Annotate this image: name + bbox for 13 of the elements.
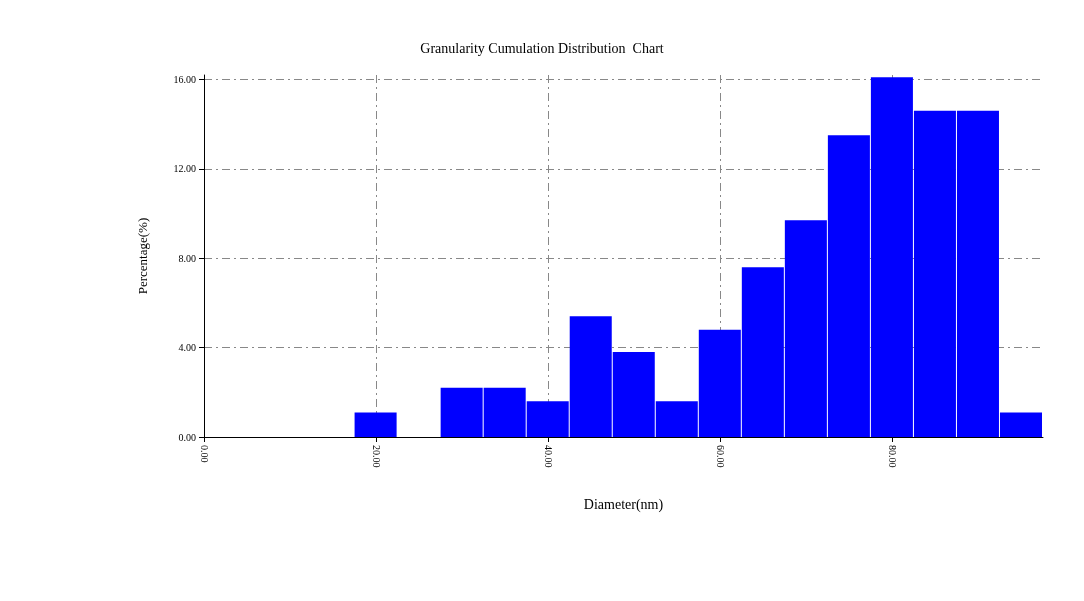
y-tick-label: 4.00 bbox=[178, 342, 196, 354]
x-tick-label: 60.00 bbox=[714, 445, 726, 468]
y-axis-title: Percentage(%) bbox=[135, 217, 150, 295]
chart-title: Granularity Cumulation Distribution Chart bbox=[420, 40, 664, 56]
x-tick-label: 0.00 bbox=[198, 445, 210, 463]
y-tick-label: 16.00 bbox=[173, 73, 196, 85]
x-axis-title: Diameter(nm) bbox=[583, 496, 664, 513]
x-tick-label: 80.00 bbox=[886, 445, 898, 468]
y-tick-label: 0.00 bbox=[178, 431, 196, 443]
x-tick-label: 20.00 bbox=[370, 445, 382, 468]
x-tick-label: 40.00 bbox=[542, 445, 554, 468]
y-tick-label: 12.00 bbox=[173, 163, 196, 175]
y-tick-label: 8.00 bbox=[178, 252, 196, 264]
